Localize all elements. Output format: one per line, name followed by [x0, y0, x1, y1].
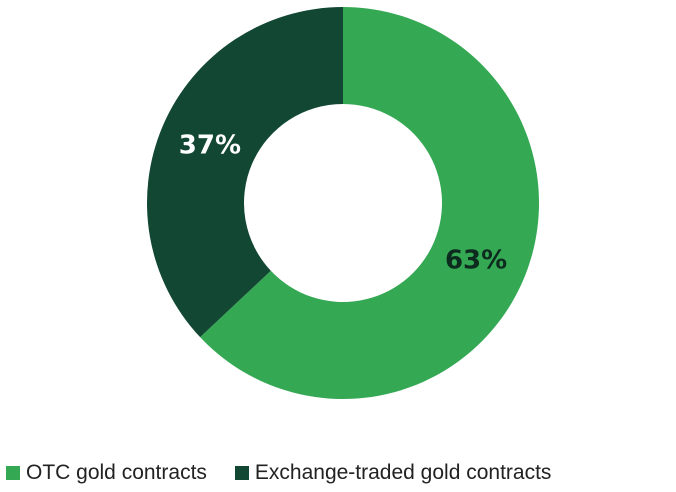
legend-item-exchange-traded: Exchange-traded gold contracts [234, 461, 552, 485]
legend-item-otc: OTC gold contracts [6, 461, 207, 485]
legend-label-otc: OTC gold contracts [26, 461, 207, 484]
slice-exchange-traded [147, 7, 343, 338]
donut-labels: 63% 37% [179, 130, 507, 275]
legend-swatch-otc [6, 466, 20, 480]
donut-chart: 63% 37% [147, 7, 540, 399]
slice-label-exchange-traded: 37% [179, 130, 241, 160]
legend-label-exchange-traded: Exchange-traded gold contracts [254, 461, 552, 484]
slice-label-otc: 63% [445, 246, 507, 276]
donut-slices [147, 7, 540, 399]
legend-swatch-exchange-traded [234, 466, 249, 480]
slice-otc [200, 7, 540, 399]
legend: OTC gold contracts Exchange-traded gold … [6, 461, 551, 485]
